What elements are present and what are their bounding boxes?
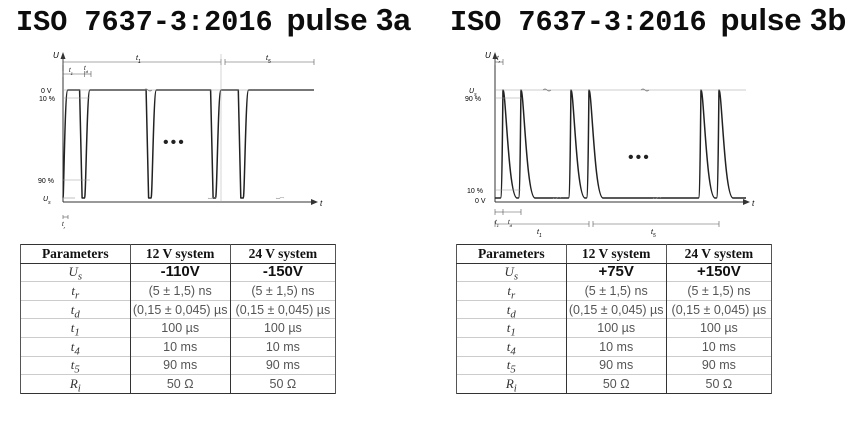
svg-text:t1: t1 bbox=[537, 229, 542, 239]
svg-text:Us: Us bbox=[43, 196, 51, 206]
svg-text:tr: tr bbox=[497, 56, 501, 64]
svg-text:t5: t5 bbox=[651, 229, 656, 239]
svg-text:•••: ••• bbox=[628, 149, 651, 166]
svg-text:U: U bbox=[485, 51, 491, 60]
svg-text:90 %: 90 % bbox=[38, 178, 54, 185]
svg-text:U: U bbox=[53, 51, 59, 60]
svg-text:t1: t1 bbox=[69, 68, 73, 76]
svg-text:0 V: 0 V bbox=[41, 88, 52, 95]
svg-text:t5: t5 bbox=[266, 55, 271, 65]
svg-text:10 %: 10 % bbox=[467, 188, 483, 195]
svg-text:t: t bbox=[752, 199, 755, 208]
svg-text:90 %: 90 % bbox=[465, 96, 481, 103]
svg-text:•••: ••• bbox=[163, 134, 186, 151]
svg-text:tr: tr bbox=[62, 222, 66, 230]
svg-text:0 V: 0 V bbox=[475, 198, 486, 205]
svg-text:td: td bbox=[84, 66, 89, 74]
svg-text:t1: t1 bbox=[136, 55, 141, 65]
svg-text:10 %: 10 % bbox=[39, 96, 55, 103]
svg-text:t: t bbox=[320, 199, 323, 208]
